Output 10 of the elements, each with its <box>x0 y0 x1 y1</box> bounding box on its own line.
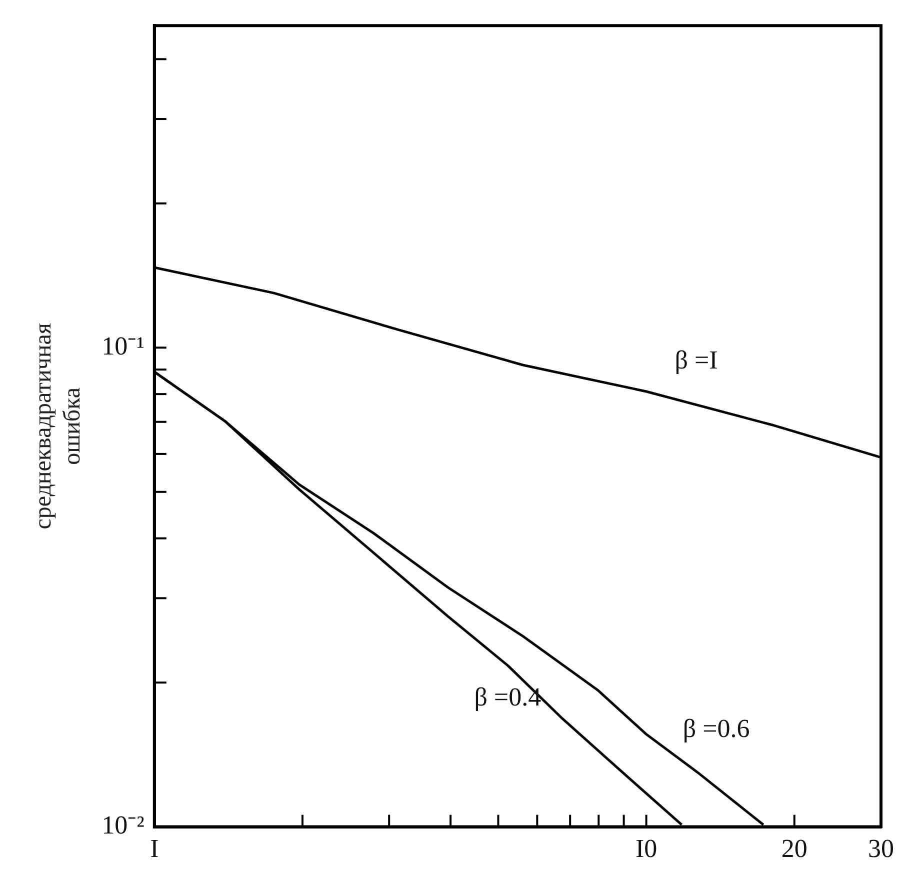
series-label: β =0.6 <box>682 714 750 744</box>
x-tick-label: I0 <box>635 834 658 864</box>
series-label: β =I <box>674 345 718 374</box>
y-tick-label: 10⁻² <box>102 810 145 840</box>
y-axis-title: среднеквадратичная ошибка <box>30 323 86 530</box>
x-tick-label: 30 <box>868 834 894 864</box>
y-tick-label: 10⁻¹ <box>102 331 144 360</box>
x-tick-label: I <box>150 834 159 864</box>
x-tick-label: 20 <box>781 834 808 864</box>
series-label: β =0.4 <box>474 682 542 712</box>
